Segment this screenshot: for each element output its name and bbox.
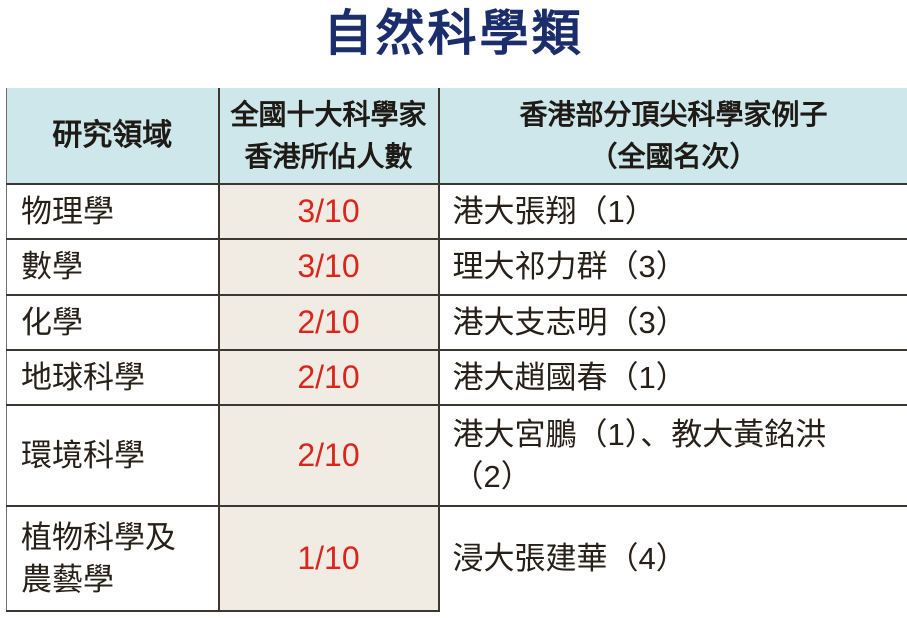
field-cell: 植物科學及 農藝學 xyxy=(6,506,220,612)
examples-cell: 港大趙國春（1） xyxy=(438,350,907,406)
table-row-chemistry: 化學 2/10 港大支志明（3） xyxy=(6,295,907,351)
count-cell: 2/10 xyxy=(218,295,440,351)
count-cell: 3/10 xyxy=(218,184,440,240)
count-cell: 2/10 xyxy=(218,405,440,507)
examples-cell: 理大祁力群（3） xyxy=(438,239,907,296)
count-cell: 2/10 xyxy=(218,350,440,406)
table-row-physics: 物理學 3/10 港大張翔（1） xyxy=(6,184,907,240)
field-cell: 環境科學 xyxy=(6,405,220,507)
examples-cell: 港大支志明（3） xyxy=(438,295,907,351)
table-row-environmental-science: 環境科學 2/10 港大宮鵬（1）、教大黃銘洪 （2） xyxy=(6,405,907,507)
field-cell: 化學 xyxy=(6,295,220,351)
examples-cell: 港大宮鵬（1）、教大黃銘洪 （2） xyxy=(438,405,907,507)
science-category-table: 研究領域 全國十大科學家 香港所佔人數 香港部分頂尖科學家例子 （全國名次） 物… xyxy=(6,88,907,612)
header-examples: 香港部分頂尖科學家例子 （全國名次） xyxy=(438,88,907,185)
count-cell: 3/10 xyxy=(218,239,440,296)
page-title: 自然科學類 xyxy=(323,7,584,61)
field-cell: 地球科學 xyxy=(6,350,220,406)
examples-cell: 港大張翔（1） xyxy=(438,184,907,240)
field-cell: 物理學 xyxy=(6,184,220,240)
examples-cell: 浸大張建華（4） xyxy=(438,506,907,611)
table-row-plant-science-agronomy: 植物科學及 農藝學 1/10 浸大張建華（4） xyxy=(6,506,907,612)
count-cell: 1/10 xyxy=(218,506,440,612)
table-row-mathematics: 數學 3/10 理大祁力群（3） xyxy=(6,239,907,296)
field-cell: 數學 xyxy=(6,239,220,296)
header-research-field: 研究領域 xyxy=(6,88,220,185)
table-header-row: 研究領域 全國十大科學家 香港所佔人數 香港部分頂尖科學家例子 （全國名次） xyxy=(6,88,907,185)
table-row-earth-science: 地球科學 2/10 港大趙國春（1） xyxy=(6,350,907,406)
header-hk-count: 全國十大科學家 香港所佔人數 xyxy=(218,88,440,185)
